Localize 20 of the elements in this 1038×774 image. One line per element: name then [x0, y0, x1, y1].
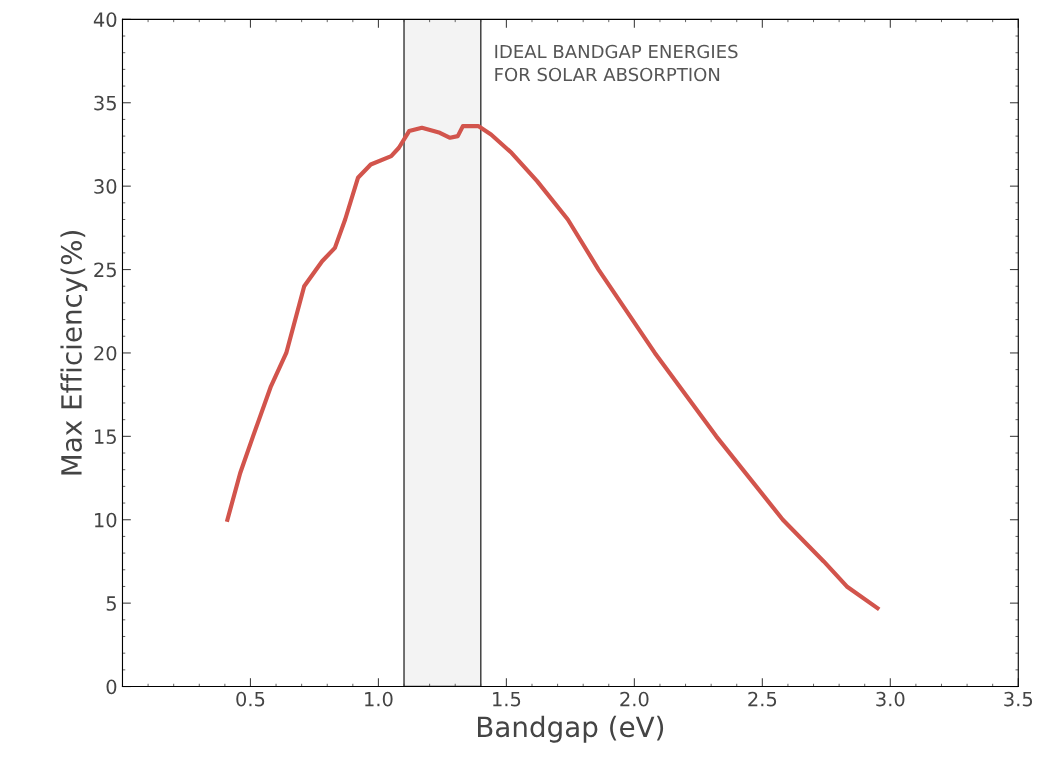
x-tick-label: 0.5 — [236, 691, 265, 707]
y-tick-label: 30 — [94, 179, 117, 194]
x-tick-label: 2.5 — [748, 691, 777, 707]
y-axis-title: Max Efficiency(%) — [60, 231, 88, 475]
y-tick-label: 5 — [106, 596, 116, 611]
y-tick-label: 25 — [94, 262, 116, 278]
band-label: IDEAL BANDGAP ENERGIES FOR SOLAR ABSORPTION — [495, 44, 738, 82]
x-tick-label: 1.5 — [493, 692, 521, 707]
y-tick-label: 20 — [94, 345, 117, 361]
x-tick-label: 3.5 — [1004, 691, 1033, 707]
x-tick-label: 2.0 — [620, 691, 649, 707]
line-series — [225, 124, 880, 611]
x-tick-label: 1.0 — [365, 691, 393, 707]
y-tick-label: 15 — [95, 429, 116, 445]
x-tick-label: 3.0 — [876, 691, 905, 707]
y-tick-label: 40 — [93, 12, 117, 28]
x-axis-title: Bandgap (eV) — [478, 715, 664, 743]
y-tick-label: 10 — [95, 512, 117, 528]
y-tick-label: 35 — [94, 95, 116, 111]
y-tick-label: 0 — [106, 679, 117, 695]
